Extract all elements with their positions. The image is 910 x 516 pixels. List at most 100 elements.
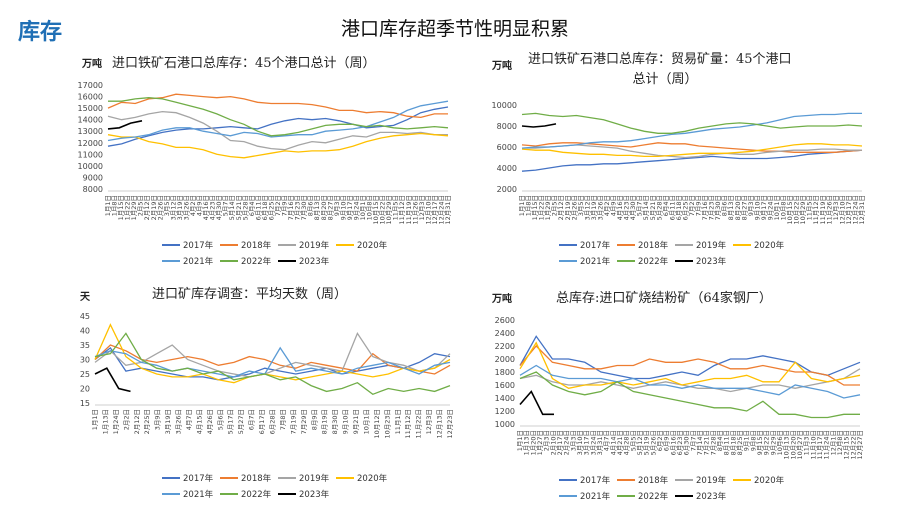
x-tick-label: 12月8日 — [836, 430, 844, 455]
y-tick-label: 2000 — [497, 185, 517, 194]
x-tick-label: 10月8日 — [780, 195, 788, 220]
x-tick-label: 2月12日 — [133, 409, 141, 434]
x-tick-label: 8月13日 — [727, 195, 735, 220]
x-tick-label: 8月4日 — [716, 430, 724, 451]
x-tick-label: 5月14日 — [642, 195, 650, 220]
x-tick-label: 12月31日 — [858, 195, 866, 225]
x-tick-label: 4月28日 — [623, 430, 631, 455]
unit-label: 万吨 — [491, 59, 512, 72]
x-tick-label: 10月22日 — [379, 195, 387, 225]
series-line-2020年 — [94, 323, 451, 384]
x-tick-label: 6月18日 — [261, 195, 269, 220]
x-tick-label: 2月5日 — [137, 195, 145, 216]
x-tick-label: 7月7日 — [689, 430, 697, 451]
x-tick-label: 11月12日 — [398, 195, 406, 225]
x-tick-label: 3月24日 — [589, 430, 597, 455]
x-tick-label: 11月24日 — [823, 430, 831, 460]
x-tick-label: 12月31日 — [444, 195, 452, 225]
x-tick-label: 2月26日 — [156, 195, 164, 220]
x-tick-label: 1月1日 — [91, 409, 99, 430]
x-tick-label: 8月25日 — [736, 430, 744, 455]
x-tick-label: 2月19日 — [150, 195, 158, 220]
x-tick-label: 11月17日 — [816, 430, 824, 460]
x-tick-label: 12月3日 — [418, 195, 426, 220]
x-tick-label: 2月3日 — [543, 430, 551, 451]
legend-label: 2020年 — [754, 240, 785, 251]
x-tick-label: 2月24日 — [563, 430, 571, 455]
x-tick-label: 1月15日 — [117, 195, 125, 220]
x-tick-label: 8月6日 — [307, 195, 315, 216]
x-tick-label: 5月17日 — [227, 409, 235, 434]
y-tick-label: 10000 — [492, 101, 517, 110]
y-tick-label: 6000 — [497, 143, 517, 152]
x-tick-label: 7月29日 — [300, 409, 308, 434]
chart-port-trade-ore-inventory: 进口铁矿石港口总库存：贸易矿量：45个港口 总计（周） 万吨 2000 4000 6000… — [455, 45, 910, 275]
x-tick-label: 11月1日 — [394, 409, 402, 434]
x-tick-label: 6月11日 — [668, 195, 676, 220]
x-tick-label: 3月5日 — [577, 195, 585, 216]
x-tick-label: 5月12日 — [636, 430, 644, 455]
x-tick-label: 3月9日 — [154, 409, 162, 430]
legend-label: 2020年 — [357, 473, 388, 484]
x-tick-label: 6月2日 — [656, 430, 664, 451]
x-tick-label: 10月29日 — [385, 195, 393, 225]
legend-label: 2021年 — [183, 489, 214, 500]
y-tick-label: 15000 — [78, 104, 103, 113]
legend-label: 2018年 — [241, 240, 272, 251]
y-tick-label: 8000 — [497, 122, 517, 131]
series-line-2018年 — [519, 345, 860, 386]
legend-label: 2018年 — [638, 475, 669, 486]
x-tick-label: 11月5日 — [806, 195, 814, 220]
x-tick-label: 6月9日 — [663, 430, 671, 451]
y-tick-label: 1800 — [495, 368, 515, 377]
x-tick-label: 10月27日 — [796, 430, 804, 460]
y-tick-label: 30 — [80, 356, 90, 365]
x-tick-label: 8月6日 — [721, 195, 729, 216]
x-tick-label: 5月19日 — [643, 430, 651, 455]
x-tick-label: 9月3日 — [333, 195, 341, 216]
x-tick-label: 12月24日 — [851, 195, 859, 225]
section-label: 库存 — [18, 20, 63, 45]
series-line-2022年 — [519, 371, 860, 419]
x-tick-label: 5月6日 — [216, 409, 224, 430]
x-tick-label: 1月13日 — [523, 430, 531, 455]
x-tick-label: 4月14日 — [609, 430, 617, 455]
y-tick-label: 8000 — [83, 185, 103, 194]
legend-label: 2017年 — [580, 475, 611, 486]
y-tick-label: 25 — [80, 370, 90, 379]
x-tick-label: 9月10日 — [753, 195, 761, 220]
series-line-2023年 — [519, 390, 554, 416]
x-tick-label: 4月15日 — [195, 409, 203, 434]
x-tick-label: 2月12日 — [143, 195, 151, 220]
page-title: 港口库存超季节性明显积累 — [340, 18, 569, 40]
x-tick-label: 9月10日 — [342, 409, 350, 434]
x-tick-label: 6月28日 — [269, 409, 277, 434]
x-tick-label: 1月29日 — [130, 195, 138, 220]
x-tick-label: 4月2日 — [189, 195, 197, 216]
x-tick-label: 10月8日 — [366, 195, 374, 220]
x-tick-label: 11月26日 — [411, 195, 419, 225]
x-tick-label: 12月1日 — [829, 430, 837, 455]
legend-label: 2023年 — [696, 256, 727, 267]
x-tick-label: 12月23日 — [446, 409, 454, 439]
x-tick-label: 10月22日 — [793, 195, 801, 225]
legend-label: 2023年 — [299, 256, 330, 267]
x-tick-label: 7月9日 — [281, 195, 289, 216]
y-tick-label: 13000 — [78, 127, 103, 136]
x-tick-label: 6月4日 — [662, 195, 670, 216]
x-tick-label: 5月28日 — [655, 195, 663, 220]
x-tick-label: 2月17日 — [556, 430, 564, 455]
x-tick-label: 3月17日 — [583, 430, 591, 455]
x-tick-label: 6月30日 — [683, 430, 691, 455]
x-tick-label: 12月22日 — [849, 430, 857, 460]
legend-label: 2022年 — [241, 256, 272, 267]
legend-label: 2022年 — [241, 489, 272, 500]
x-tick-label: 12月10日 — [424, 195, 432, 225]
x-tick-label: 11月12日 — [404, 409, 412, 439]
x-tick-label: 8月20日 — [734, 195, 742, 220]
legend-label: 2019年 — [299, 240, 330, 251]
y-tick-label: 35 — [80, 341, 90, 350]
y-tick-label: 2200 — [495, 342, 515, 351]
x-tick-label: 2月12日 — [557, 195, 565, 220]
x-tick-label: 9月15日 — [756, 430, 764, 455]
